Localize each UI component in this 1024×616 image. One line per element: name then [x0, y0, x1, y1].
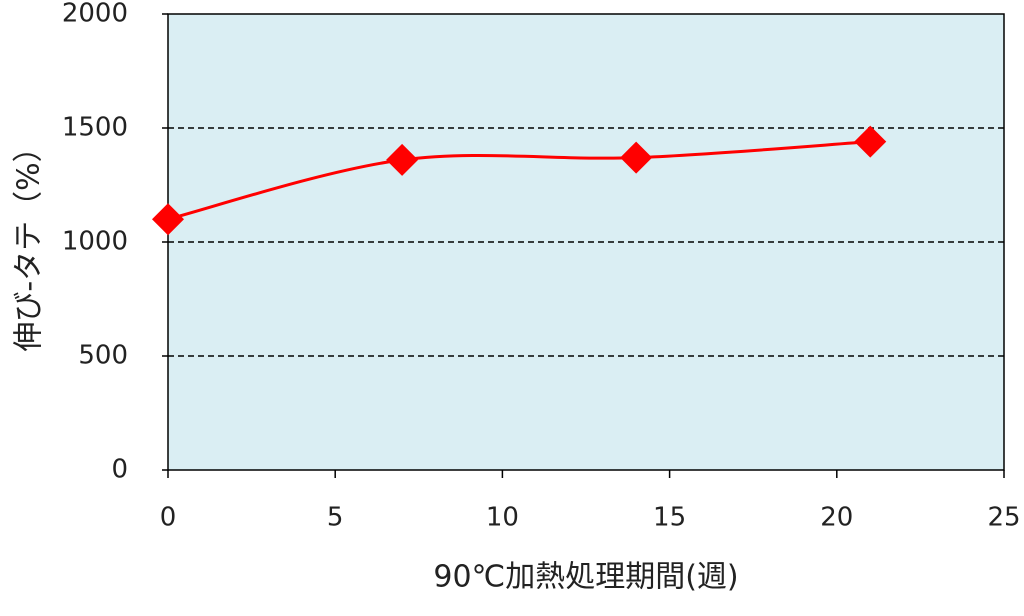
marker [620, 141, 653, 174]
x-tick-label: 20 [820, 503, 853, 533]
x-tick-label: 25 [987, 503, 1020, 533]
y-tick-label: 2000 [62, 0, 128, 29]
y-tick-label: 0 [111, 455, 128, 485]
y-tick-label: 1000 [62, 227, 128, 257]
x-tick-label: 0 [160, 503, 177, 533]
plot-area [168, 14, 1004, 470]
x-tick-label: 5 [327, 503, 344, 533]
x-axis-title: 90℃加熱処理期間(週) [433, 560, 738, 595]
x-tick-label: 10 [486, 503, 519, 533]
marker [386, 143, 419, 176]
x-tick-label: 15 [653, 503, 686, 533]
y-tick-label: 500 [78, 341, 128, 371]
series-line [167, 140, 871, 221]
marker [152, 203, 184, 236]
y-axis-title: 伸び-タテ（%） [12, 132, 47, 351]
plot-frame [167, 13, 1005, 471]
marker [854, 125, 887, 158]
y-tick-label: 1500 [62, 113, 128, 143]
